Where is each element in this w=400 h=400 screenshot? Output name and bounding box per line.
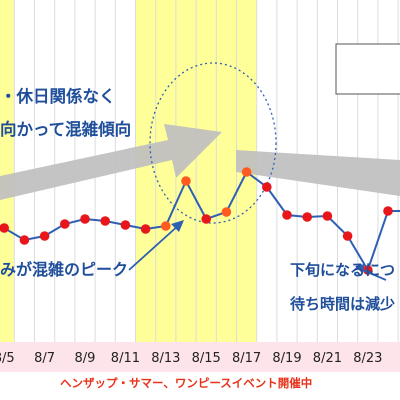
x-tick-label: 8/19	[272, 351, 301, 366]
data-point-8-16	[221, 207, 232, 217]
data-point-8-24	[383, 206, 393, 216]
series-layer	[0, 167, 400, 275]
annotation-peak: みが混雑のピーク	[0, 260, 128, 279]
data-point-8-7	[39, 231, 50, 241]
x-tick-label: 8/7	[34, 351, 55, 366]
x-tick-label: 8/17	[232, 351, 261, 366]
data-point-8-6	[19, 235, 30, 245]
data-point-8-22	[342, 231, 353, 241]
data-point-8-8	[60, 219, 70, 229]
x-tick-label: 8/15	[192, 351, 221, 366]
legend-box	[335, 43, 400, 95]
pointer-arrowhead-peak	[171, 220, 184, 232]
data-point-8-13	[161, 221, 171, 231]
data-point-8-15	[201, 214, 211, 224]
trend-arrow-left	[0, 124, 222, 200]
data-point-8-9	[80, 214, 90, 224]
series-line	[0, 170, 400, 273]
x-tick-label: 8/9	[75, 351, 96, 366]
x-tick-label: 8/5	[0, 351, 15, 366]
x-axis-band	[0, 342, 400, 372]
annotation-line2: 向かって混雑傾向	[0, 119, 131, 139]
x-tick-label: 8/21	[313, 351, 342, 366]
pointer-arrow-peak	[128, 223, 181, 271]
peak-ellipse	[149, 62, 277, 224]
data-point-8-21	[322, 211, 333, 221]
data-point-8-18	[262, 182, 272, 192]
trend-arrow-right	[236, 150, 400, 196]
x-tick-label: 8/11	[111, 351, 140, 366]
data-point-8-5	[0, 223, 9, 233]
data-point-8-14	[181, 176, 191, 186]
annotation-late1: 下旬になるにつ	[290, 261, 395, 279]
x-tick-label: 8/13	[151, 351, 180, 366]
x-axis-ticks: 8/58/78/98/118/138/158/178/198/218/238/2	[0, 351, 382, 366]
data-point-8-20	[302, 212, 313, 222]
pointer-arrowhead-late	[355, 264, 365, 273]
x-tick-label: 8/23	[353, 351, 382, 366]
highlight-band-0	[0, 0, 15, 342]
data-point-8-11	[120, 220, 131, 230]
data-point-8-17	[241, 167, 252, 177]
data-point-8-19	[282, 210, 292, 220]
footer-caption: ヘンザップ・サマー、ワンピースイベント開催中	[60, 376, 312, 390]
data-point-8-10	[100, 216, 110, 226]
annotation-line1: ・休日関係なく	[0, 86, 116, 106]
annotation-late2: 待ち時間は減少	[290, 295, 395, 313]
data-point-8-12	[140, 224, 151, 234]
